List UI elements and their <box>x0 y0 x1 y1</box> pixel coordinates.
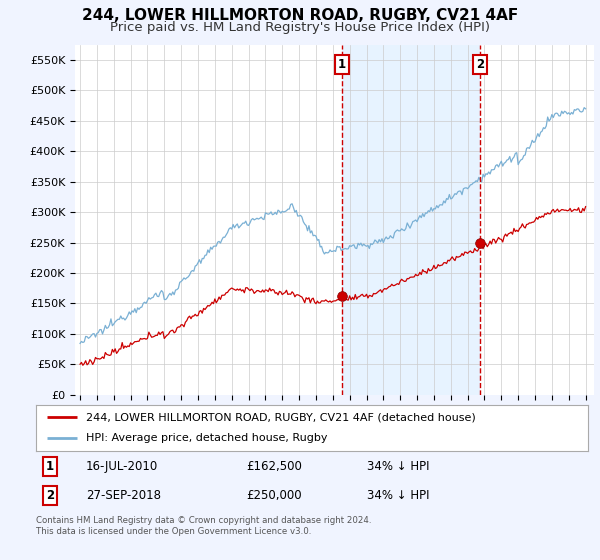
Text: 16-JUL-2010: 16-JUL-2010 <box>86 460 158 473</box>
Text: 1: 1 <box>338 58 346 71</box>
Text: 1: 1 <box>46 460 54 473</box>
Text: £250,000: £250,000 <box>246 489 301 502</box>
Text: 34% ↓ HPI: 34% ↓ HPI <box>367 460 430 473</box>
Text: 2: 2 <box>476 58 484 71</box>
Text: 244, LOWER HILLMORTON ROAD, RUGBY, CV21 4AF: 244, LOWER HILLMORTON ROAD, RUGBY, CV21 … <box>82 8 518 24</box>
Bar <box>342 45 480 395</box>
Text: Contains HM Land Registry data © Crown copyright and database right 2024.
This d: Contains HM Land Registry data © Crown c… <box>36 516 371 536</box>
Text: 2: 2 <box>46 489 54 502</box>
Text: £162,500: £162,500 <box>246 460 302 473</box>
Text: Price paid vs. HM Land Registry's House Price Index (HPI): Price paid vs. HM Land Registry's House … <box>110 21 490 34</box>
Text: 244, LOWER HILLMORTON ROAD, RUGBY, CV21 4AF (detached house): 244, LOWER HILLMORTON ROAD, RUGBY, CV21 … <box>86 412 475 422</box>
Text: 27-SEP-2018: 27-SEP-2018 <box>86 489 161 502</box>
Text: HPI: Average price, detached house, Rugby: HPI: Average price, detached house, Rugb… <box>86 433 327 444</box>
Text: 34% ↓ HPI: 34% ↓ HPI <box>367 489 430 502</box>
